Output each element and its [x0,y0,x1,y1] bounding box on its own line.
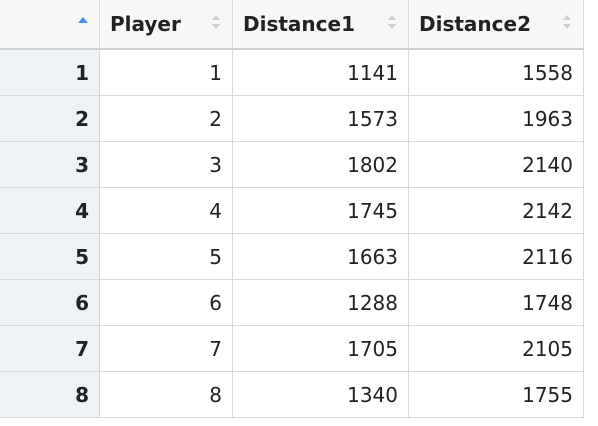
header-cell[interactable] [0,0,100,50]
cell-text: 1663 [347,244,398,269]
cell-text: 2116 [522,244,573,269]
cell-text: 2142 [522,198,573,223]
cell-text: 1802 [347,152,398,177]
table-cell: 1558 [409,50,584,96]
table-cell: 1340 [233,372,409,418]
table-cell: 1141 [233,50,409,96]
cell-text: 8 [75,382,89,407]
cell-text: 2140 [522,152,573,177]
sort-up [563,15,571,20]
header-cell[interactable]: Player [100,0,233,50]
table-cell: 2116 [409,234,584,280]
table-cell: 4 [100,188,233,234]
row-number: 1 [0,50,100,96]
cell-text: 1745 [347,198,398,223]
table-cell: 8 [100,372,233,418]
cell-text: 1755 [522,382,573,407]
cell-text: 1340 [347,382,398,407]
cell-text: 1705 [347,336,398,361]
sort-down [563,24,571,29]
cell-text: 7 [75,336,89,361]
table-cell: 1963 [409,96,584,142]
table-cell: 2 [100,96,233,142]
cell-text: 6 [209,290,222,315]
cell-text: Player [110,12,181,36]
cell-text: 1 [75,60,89,85]
cell-text: 5 [75,244,89,269]
sort-icon [388,15,396,29]
table-cell: 2140 [409,142,584,188]
sort-up [78,17,88,23]
sort-icon [212,15,220,29]
header-cell[interactable]: Distance2 [409,0,584,50]
row-number: 3 [0,142,100,188]
table-cell: 3 [100,142,233,188]
sort-icon [563,15,571,29]
row-number: 8 [0,372,100,418]
table-cell: 1705 [233,326,409,372]
cell-text: 7 [209,336,222,361]
sort-icon [78,17,88,23]
cell-text: 5 [209,244,222,269]
sort-up [212,15,220,20]
cell-text: 8 [209,382,222,407]
cell-text: 1 [209,60,222,85]
sort-down [212,24,220,29]
table-cell: 5 [100,234,233,280]
cell-text: 1558 [522,60,573,85]
row-number: 7 [0,326,100,372]
cell-text: 3 [75,152,89,177]
table-cell: 2105 [409,326,584,372]
table-cell: 7 [100,326,233,372]
table-cell: 1755 [409,372,584,418]
row-number: 4 [0,188,100,234]
table-cell: 1663 [233,234,409,280]
table-cell: 1802 [233,142,409,188]
table-cell: 1745 [233,188,409,234]
cell-text: 4 [209,198,222,223]
header-cell[interactable]: Distance1 [233,0,409,50]
sort-up [388,15,396,20]
cell-text: 1963 [522,106,573,131]
cell-text: 2105 [522,336,573,361]
cell-text: 2 [209,106,222,131]
row-number: 5 [0,234,100,280]
cell-text: Distance1 [243,12,355,36]
cell-text: 3 [209,152,222,177]
sort-down [388,24,396,29]
table-cell: 6 [100,280,233,326]
cell-text: 6 [75,290,89,315]
cell-text: 1573 [347,106,398,131]
cell-text: 4 [75,198,89,223]
table-cell: 1748 [409,280,584,326]
row-number: 6 [0,280,100,326]
table-cell: 1288 [233,280,409,326]
table-cell: 1 [100,50,233,96]
row-number: 2 [0,96,100,142]
cell-text: Distance2 [419,12,531,36]
cell-text: 1141 [347,60,398,85]
cell-text: 1288 [347,290,398,315]
table-cell: 1573 [233,96,409,142]
cell-text: 1748 [522,290,573,315]
cell-text: 2 [75,106,89,131]
table-cell: 2142 [409,188,584,234]
